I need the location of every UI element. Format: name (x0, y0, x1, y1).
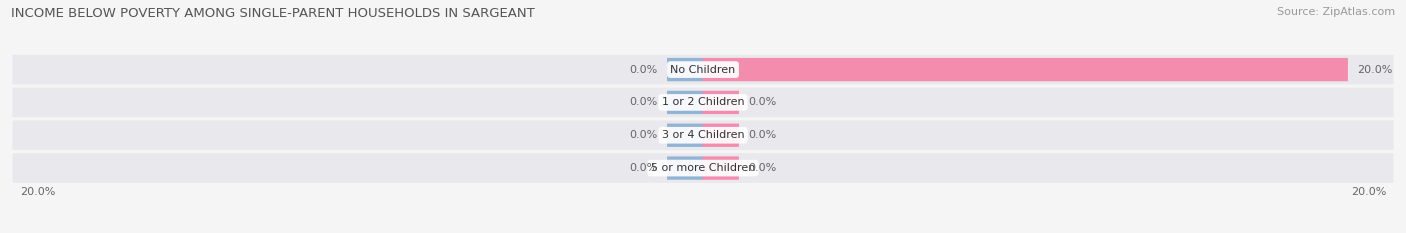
FancyBboxPatch shape (666, 91, 703, 114)
Text: 20.0%: 20.0% (1357, 65, 1392, 75)
Text: 1 or 2 Children: 1 or 2 Children (662, 97, 744, 107)
Text: 20.0%: 20.0% (1351, 187, 1386, 197)
Text: 5 or more Children: 5 or more Children (651, 163, 755, 173)
FancyBboxPatch shape (13, 153, 1393, 183)
FancyBboxPatch shape (13, 120, 1393, 150)
Text: INCOME BELOW POVERTY AMONG SINGLE-PARENT HOUSEHOLDS IN SARGEANT: INCOME BELOW POVERTY AMONG SINGLE-PARENT… (11, 7, 536, 20)
Text: 0.0%: 0.0% (748, 97, 776, 107)
FancyBboxPatch shape (703, 123, 740, 147)
Text: 0.0%: 0.0% (748, 163, 776, 173)
Text: 3 or 4 Children: 3 or 4 Children (662, 130, 744, 140)
Text: 0.0%: 0.0% (748, 130, 776, 140)
FancyBboxPatch shape (703, 156, 740, 180)
Text: 0.0%: 0.0% (630, 163, 658, 173)
FancyBboxPatch shape (13, 55, 1393, 84)
FancyBboxPatch shape (13, 88, 1393, 117)
Text: 0.0%: 0.0% (630, 65, 658, 75)
Text: Source: ZipAtlas.com: Source: ZipAtlas.com (1277, 7, 1395, 17)
Text: 0.0%: 0.0% (630, 130, 658, 140)
FancyBboxPatch shape (703, 91, 740, 114)
FancyBboxPatch shape (703, 58, 1348, 81)
FancyBboxPatch shape (666, 58, 703, 81)
Text: 0.0%: 0.0% (630, 97, 658, 107)
Text: No Children: No Children (671, 65, 735, 75)
FancyBboxPatch shape (666, 123, 703, 147)
FancyBboxPatch shape (666, 156, 703, 180)
Text: 20.0%: 20.0% (20, 187, 55, 197)
